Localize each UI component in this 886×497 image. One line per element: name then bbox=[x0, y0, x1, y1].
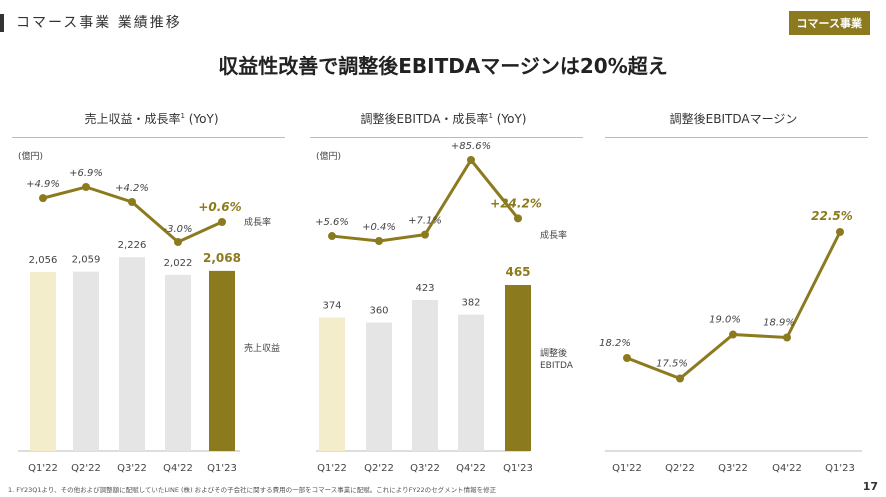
x-tick-label: Q4'22 bbox=[772, 463, 802, 474]
growth-label: +5.6% bbox=[315, 217, 349, 228]
bar-label: 2,068 bbox=[203, 251, 241, 265]
bar-legend: EBITDA bbox=[540, 361, 574, 371]
margin-label: 18.9% bbox=[763, 317, 795, 328]
bar-label: 374 bbox=[322, 300, 341, 311]
bar bbox=[165, 274, 191, 451]
bar bbox=[73, 271, 99, 451]
growth-point bbox=[328, 232, 336, 241]
bar bbox=[366, 322, 392, 451]
growth-point bbox=[174, 238, 182, 246]
bar bbox=[119, 257, 145, 451]
margin-point bbox=[836, 228, 844, 236]
margin-line bbox=[626, 231, 842, 381]
unit-label: (億円) bbox=[18, 150, 43, 162]
growth-label: +24.2% bbox=[490, 196, 542, 210]
chart1-title: 売上収益・成長率1 (YoY) bbox=[84, 112, 219, 126]
growth-label: +0.4% bbox=[362, 222, 396, 233]
bar-label: 2,059 bbox=[72, 255, 101, 266]
margin-point bbox=[676, 374, 684, 383]
margin-label: 17.5% bbox=[656, 359, 688, 370]
bar bbox=[505, 284, 531, 451]
margin-point bbox=[783, 333, 791, 342]
growth-label: +85.6% bbox=[451, 141, 491, 152]
margin-point bbox=[729, 330, 737, 339]
unit-label: (億円) bbox=[316, 150, 341, 162]
divider bbox=[310, 137, 583, 138]
bar-label: 2,056 bbox=[29, 255, 58, 266]
growth-label: +6.9% bbox=[69, 168, 103, 179]
x-tick-label: Q2'22 bbox=[71, 463, 101, 474]
growth-point bbox=[39, 194, 47, 203]
x-tick-label: Q1'22 bbox=[28, 463, 58, 474]
x-tick-label: Q2'22 bbox=[364, 463, 394, 474]
growth-line bbox=[42, 185, 223, 244]
x-tick-label: Q4'22 bbox=[456, 463, 486, 474]
bar bbox=[30, 271, 56, 451]
bar-label: 382 bbox=[461, 298, 480, 309]
x-tick-label: Q1'23 bbox=[503, 463, 533, 474]
chart3-title: 調整後EBITDAマージン bbox=[669, 112, 798, 126]
growth-point bbox=[82, 183, 90, 191]
bar-label: 423 bbox=[415, 283, 434, 294]
x-tick-label: Q3'22 bbox=[410, 463, 440, 474]
bar-label: 465 bbox=[505, 265, 530, 279]
growth-label: +4.9% bbox=[26, 179, 60, 190]
divider bbox=[12, 137, 285, 138]
margin-label: 19.0% bbox=[709, 315, 741, 326]
line-legend: 成長率 bbox=[244, 216, 271, 228]
x-tick-label: Q1'23 bbox=[825, 463, 855, 474]
x-tick-label: Q1'23 bbox=[207, 463, 237, 474]
margin-label: 18.2% bbox=[599, 338, 631, 349]
bar bbox=[319, 317, 345, 451]
margin-point bbox=[623, 354, 631, 362]
growth-label: +0.6% bbox=[198, 200, 241, 214]
growth-label: +7.1% bbox=[408, 216, 442, 227]
growth-point bbox=[467, 156, 475, 164]
growth-point bbox=[375, 237, 383, 245]
bar bbox=[412, 299, 438, 451]
line-legend: 成長率 bbox=[540, 229, 567, 241]
section-title: コマース事業 業績推移 bbox=[0, 14, 182, 32]
growth-point bbox=[128, 198, 136, 206]
bar-label: 2,226 bbox=[118, 240, 147, 251]
page-number: 17 bbox=[862, 480, 878, 493]
headline: 収益性改善で調整後EBITDAマージンは20%超え bbox=[218, 54, 668, 78]
x-tick-label: Q3'22 bbox=[117, 463, 147, 474]
bar-legend: 売上収益 bbox=[244, 342, 280, 354]
x-tick-label: Q2'22 bbox=[665, 463, 695, 474]
x-tick-label: Q3'22 bbox=[718, 463, 748, 474]
bar bbox=[458, 314, 484, 451]
margin-label: 22.5% bbox=[811, 209, 853, 223]
growth-label: +4.2% bbox=[115, 183, 149, 194]
bar bbox=[209, 270, 235, 451]
divider bbox=[605, 137, 868, 138]
growth-label: -3.0% bbox=[163, 224, 192, 235]
x-tick-label: Q1'22 bbox=[612, 463, 642, 474]
growth-point bbox=[218, 218, 226, 226]
bar-legend: 調整後 bbox=[540, 347, 567, 359]
footnote: 1. FY23Q1より、その他および調整額に配賦していたLINE (株) および… bbox=[8, 486, 497, 494]
chart2-title: 調整後EBITDA・成長率1 (YoY) bbox=[360, 112, 527, 126]
bar-label: 360 bbox=[369, 305, 388, 316]
x-tick-label: Q1'22 bbox=[317, 463, 347, 474]
growth-point bbox=[421, 230, 429, 239]
segment-badge: コマース事業 bbox=[788, 11, 870, 35]
bar-label: 2,022 bbox=[164, 258, 193, 269]
growth-point bbox=[514, 214, 522, 223]
x-tick-label: Q4'22 bbox=[163, 463, 193, 474]
